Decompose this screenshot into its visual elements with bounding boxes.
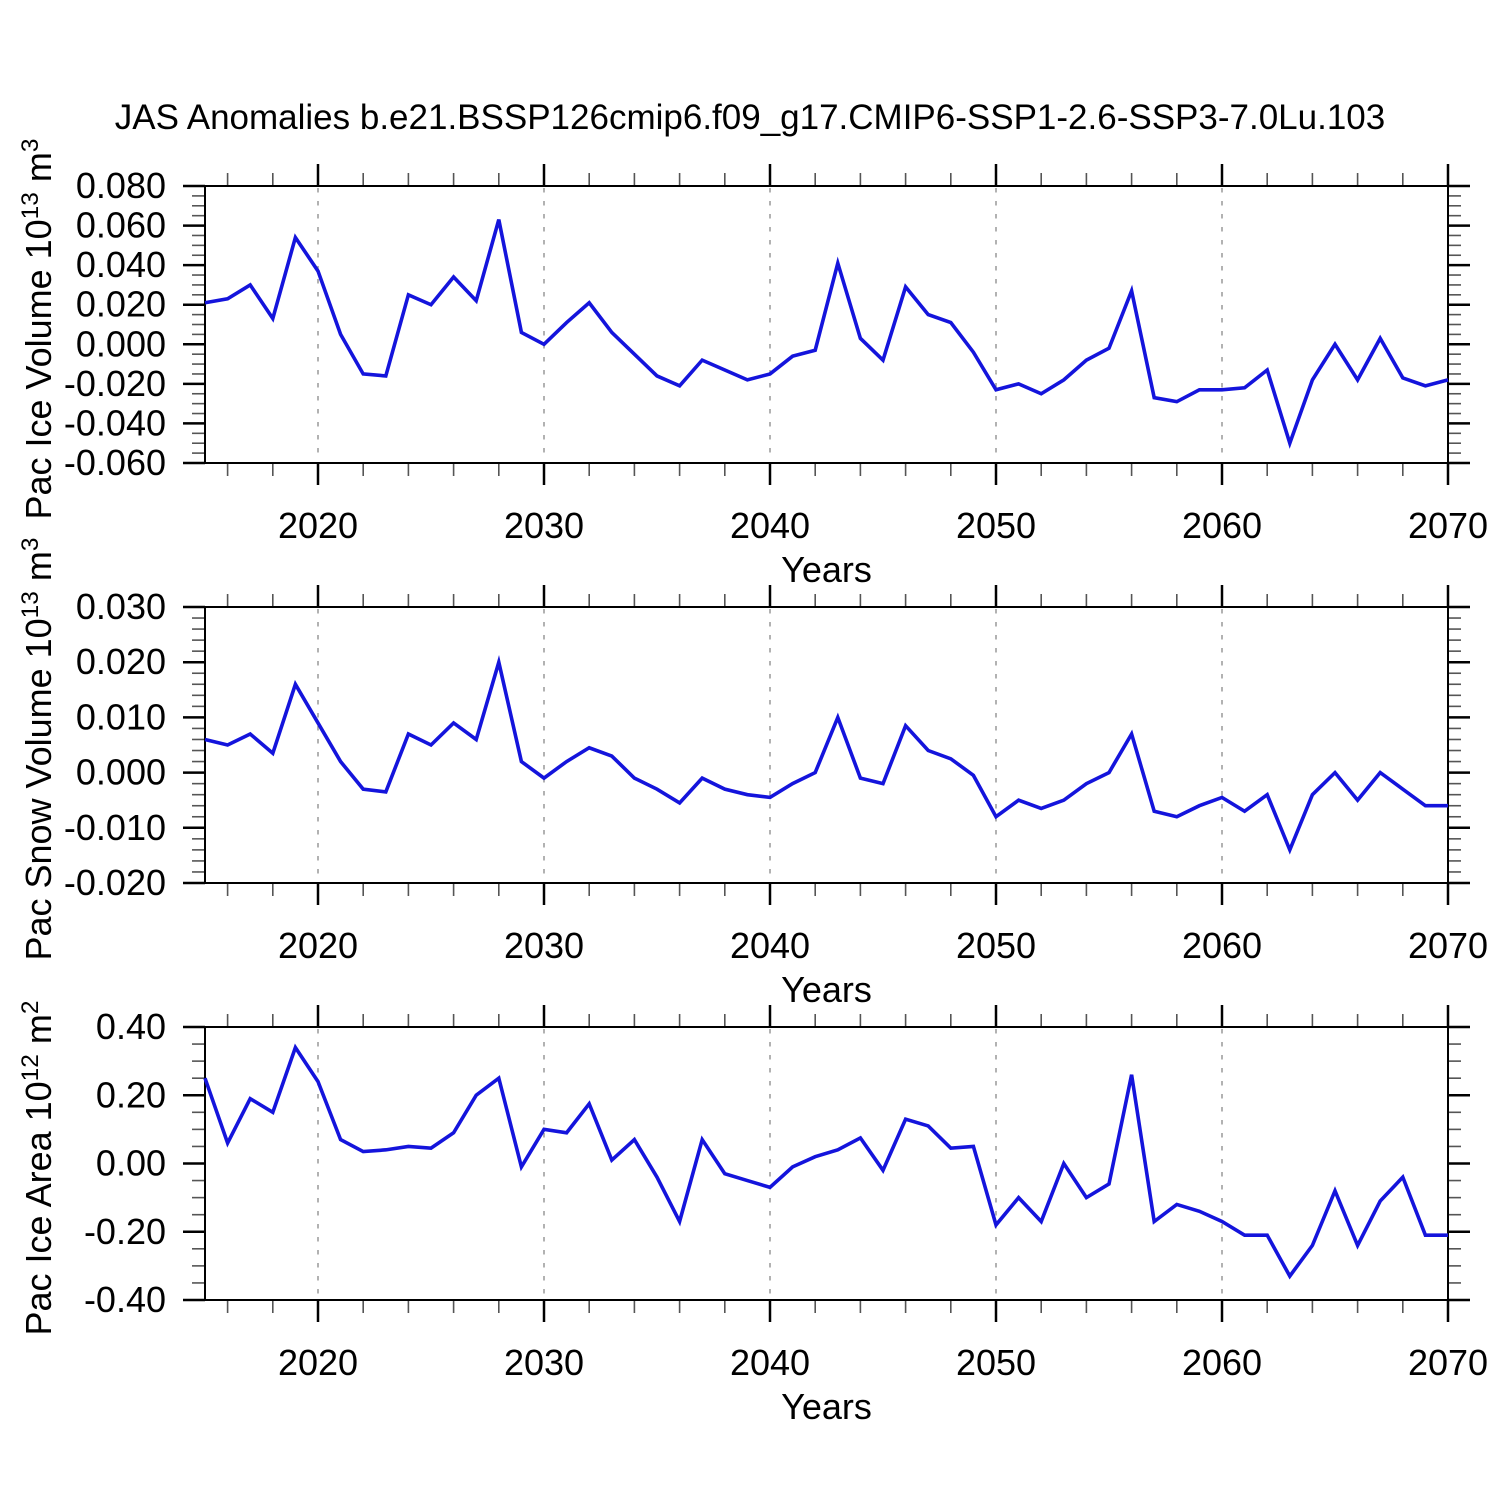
panel-pac-ice-area: 2020 2030 2040 2050 2060 2070 0.40 0.20 0.00 -0.2… (84, 1005, 1488, 1383)
y-tick-label: 0.000 (76, 323, 166, 364)
y-tick-label: 0.030 (76, 586, 166, 627)
y-tick-label: 0.000 (76, 752, 166, 793)
y-tick-label: -0.020 (64, 862, 166, 903)
y-tick-label: -0.010 (64, 807, 166, 848)
y-tick-label: 0.040 (76, 244, 166, 285)
x-tick-label: 2070 (1408, 1342, 1488, 1383)
y-tick-label: 0.00 (96, 1143, 166, 1184)
x-tick-label: 2050 (956, 925, 1036, 966)
data-line-pac-snow-volume (204, 655, 1448, 855)
x-tick-label: 2030 (504, 925, 584, 966)
x-tick-label: 2050 (956, 505, 1036, 546)
y-tick-label: -0.40 (84, 1279, 166, 1320)
x-axis-title-panel-2: Years (781, 969, 872, 1010)
x-axis-title-panel-1: Years (781, 549, 872, 590)
plot-border (204, 606, 1449, 884)
y-tick-label: 0.020 (76, 284, 166, 325)
chart-title: JAS Anomalies b.e21.BSSP126cmip6.f09_g17… (114, 98, 1386, 137)
x-tick-label: 2070 (1408, 925, 1488, 966)
x-tick-label: 2020 (278, 505, 358, 546)
plot-border (204, 1026, 1449, 1301)
y-tick-label: 0.020 (76, 641, 166, 682)
data-line-pac-ice-area (203, 1043, 1448, 1280)
y-tick-label: -0.060 (64, 442, 166, 483)
x-tick-label: 2060 (1182, 925, 1262, 966)
y-tick-label: 0.20 (96, 1074, 166, 1115)
y-tick-label: -0.20 (84, 1211, 166, 1252)
x-tick-label: 2070 (1408, 505, 1488, 546)
panel-pac-snow-volume: 2020 2030 2040 2050 2060 2070 0.030 0.020 0.010 0… (64, 585, 1488, 966)
y-tick-label: 0.010 (76, 696, 166, 737)
x-tick-label: 2030 (504, 505, 584, 546)
y-tick-label: -0.040 (64, 402, 166, 443)
y-tick-label: 0.080 (76, 165, 166, 206)
data-line-pac-ice-volume (204, 219, 1449, 449)
x-axis-title-panel-3: Years (781, 1386, 872, 1427)
x-tick-label: 2040 (730, 1342, 810, 1383)
y-tick-label: -0.020 (64, 363, 166, 404)
y-tick-label: 0.060 (76, 205, 166, 246)
x-tick-label: 2020 (278, 925, 358, 966)
y-tick-label: 0.40 (96, 1006, 166, 1047)
x-tick-label: 2040 (730, 925, 810, 966)
x-tick-label: 2030 (504, 1342, 584, 1383)
x-tick-label: 2020 (278, 1342, 358, 1383)
x-tick-label: 2060 (1182, 1342, 1262, 1383)
panel-pac-ice-volume: 2020 2030 2040 2050 2060 20700.0800.0600.0400… (64, 164, 1488, 546)
x-tick-label: 2050 (956, 1342, 1036, 1383)
x-tick-label: 2040 (730, 505, 810, 546)
x-tick-label: 2060 (1182, 505, 1262, 546)
plot-border (204, 185, 1449, 464)
